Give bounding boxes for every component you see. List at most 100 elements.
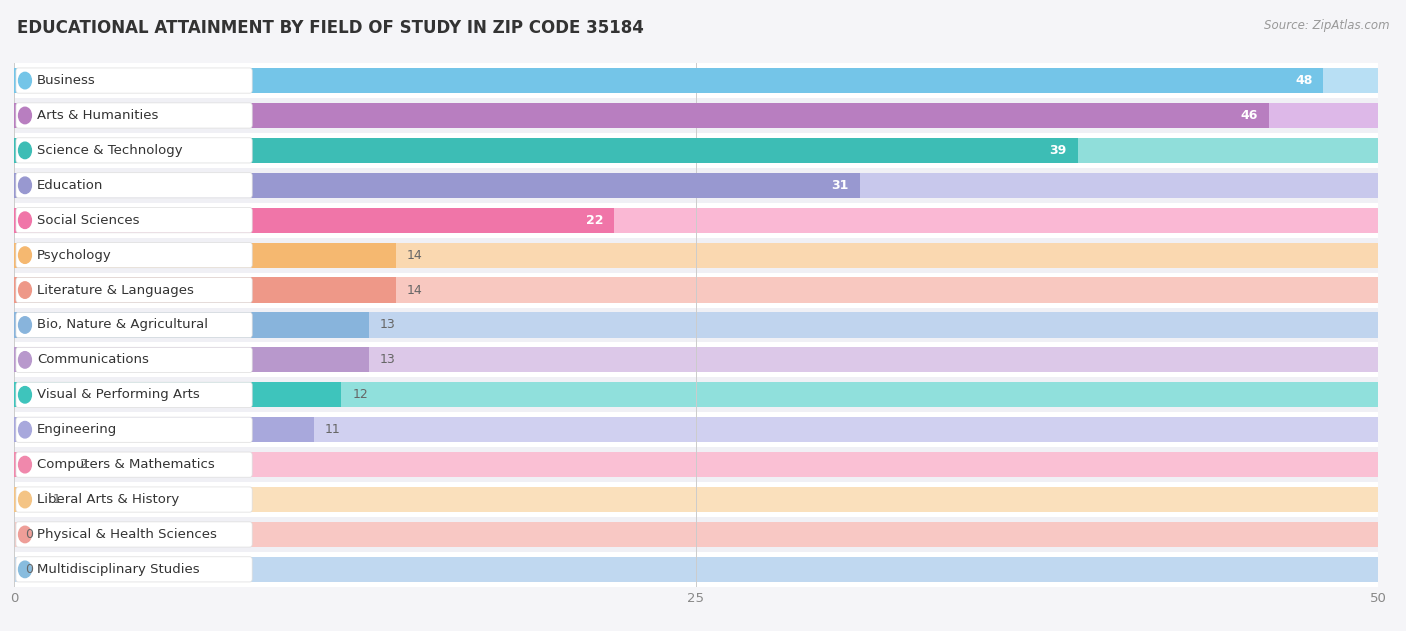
Bar <box>14 522 1378 547</box>
Circle shape <box>18 351 31 368</box>
Bar <box>14 103 1378 128</box>
FancyBboxPatch shape <box>15 278 252 303</box>
Bar <box>14 278 396 303</box>
Bar <box>14 103 1268 128</box>
FancyBboxPatch shape <box>15 312 252 338</box>
Circle shape <box>18 387 31 403</box>
Bar <box>14 68 1323 93</box>
FancyBboxPatch shape <box>15 347 252 372</box>
Text: 31: 31 <box>831 179 849 192</box>
FancyBboxPatch shape <box>15 173 252 198</box>
Circle shape <box>18 561 31 577</box>
Circle shape <box>18 73 31 89</box>
Circle shape <box>18 247 31 263</box>
Bar <box>14 173 859 198</box>
Bar <box>14 168 1378 203</box>
Bar <box>14 63 1378 98</box>
Bar <box>14 347 1378 372</box>
Text: Literature & Languages: Literature & Languages <box>37 283 194 297</box>
Text: 22: 22 <box>586 214 603 227</box>
Bar <box>14 557 1378 582</box>
Circle shape <box>18 107 31 124</box>
FancyBboxPatch shape <box>15 68 252 93</box>
Bar <box>14 487 1378 512</box>
Circle shape <box>18 492 31 508</box>
Text: 48: 48 <box>1295 74 1312 87</box>
Text: 13: 13 <box>380 319 395 331</box>
Bar <box>14 133 1378 168</box>
Bar <box>14 417 314 442</box>
Circle shape <box>18 177 31 194</box>
Text: 2: 2 <box>80 458 87 471</box>
Text: 0: 0 <box>25 528 32 541</box>
Text: 1: 1 <box>52 493 60 506</box>
Text: 11: 11 <box>325 423 340 436</box>
Text: Social Sciences: Social Sciences <box>37 214 139 227</box>
Bar <box>14 307 1378 343</box>
Bar <box>14 208 614 233</box>
Circle shape <box>18 526 31 543</box>
Bar <box>14 347 368 372</box>
Text: EDUCATIONAL ATTAINMENT BY FIELD OF STUDY IN ZIP CODE 35184: EDUCATIONAL ATTAINMENT BY FIELD OF STUDY… <box>17 19 644 37</box>
Text: Business: Business <box>37 74 96 87</box>
Text: Communications: Communications <box>37 353 149 367</box>
Bar <box>14 312 368 338</box>
Bar <box>14 138 1078 163</box>
FancyBboxPatch shape <box>15 522 252 547</box>
Bar <box>14 487 41 512</box>
Circle shape <box>18 317 31 333</box>
Bar <box>14 382 1378 408</box>
Text: 14: 14 <box>406 249 423 262</box>
Text: 14: 14 <box>406 283 423 297</box>
Text: Visual & Performing Arts: Visual & Performing Arts <box>37 388 200 401</box>
Bar <box>14 452 1378 477</box>
FancyBboxPatch shape <box>15 557 252 582</box>
Bar <box>14 552 1378 587</box>
Text: Multidisciplinary Studies: Multidisciplinary Studies <box>37 563 200 576</box>
Bar <box>14 273 1378 307</box>
FancyBboxPatch shape <box>15 103 252 128</box>
Bar <box>14 312 1378 338</box>
Circle shape <box>18 142 31 158</box>
Bar <box>14 343 1378 377</box>
Bar <box>14 203 1378 238</box>
Text: Computers & Mathematics: Computers & Mathematics <box>37 458 215 471</box>
FancyBboxPatch shape <box>15 382 252 408</box>
Text: 0: 0 <box>25 563 32 576</box>
Text: 39: 39 <box>1050 144 1067 157</box>
Circle shape <box>18 282 31 298</box>
Bar <box>14 173 1378 198</box>
Bar <box>14 377 1378 412</box>
Bar <box>14 412 1378 447</box>
Circle shape <box>18 422 31 438</box>
Text: 13: 13 <box>380 353 395 367</box>
Bar <box>14 208 1378 233</box>
Bar <box>14 242 396 268</box>
FancyBboxPatch shape <box>15 417 252 442</box>
Circle shape <box>18 456 31 473</box>
Text: Psychology: Psychology <box>37 249 112 262</box>
Text: Arts & Humanities: Arts & Humanities <box>37 109 159 122</box>
Text: 46: 46 <box>1240 109 1258 122</box>
Bar <box>14 417 1378 442</box>
Bar <box>14 238 1378 273</box>
Text: Science & Technology: Science & Technology <box>37 144 183 157</box>
Text: Physical & Health Sciences: Physical & Health Sciences <box>37 528 217 541</box>
Text: Source: ZipAtlas.com: Source: ZipAtlas.com <box>1264 19 1389 32</box>
FancyBboxPatch shape <box>15 208 252 233</box>
Bar <box>14 138 1378 163</box>
Bar <box>14 242 1378 268</box>
Bar <box>14 482 1378 517</box>
Text: Bio, Nature & Agricultural: Bio, Nature & Agricultural <box>37 319 208 331</box>
Text: Education: Education <box>37 179 104 192</box>
FancyBboxPatch shape <box>15 138 252 163</box>
Bar <box>14 68 1378 93</box>
Bar <box>14 278 1378 303</box>
Circle shape <box>18 212 31 228</box>
Bar <box>14 517 1378 552</box>
Bar <box>14 98 1378 133</box>
FancyBboxPatch shape <box>15 487 252 512</box>
Text: 12: 12 <box>353 388 368 401</box>
Text: Engineering: Engineering <box>37 423 118 436</box>
Text: Liberal Arts & History: Liberal Arts & History <box>37 493 180 506</box>
